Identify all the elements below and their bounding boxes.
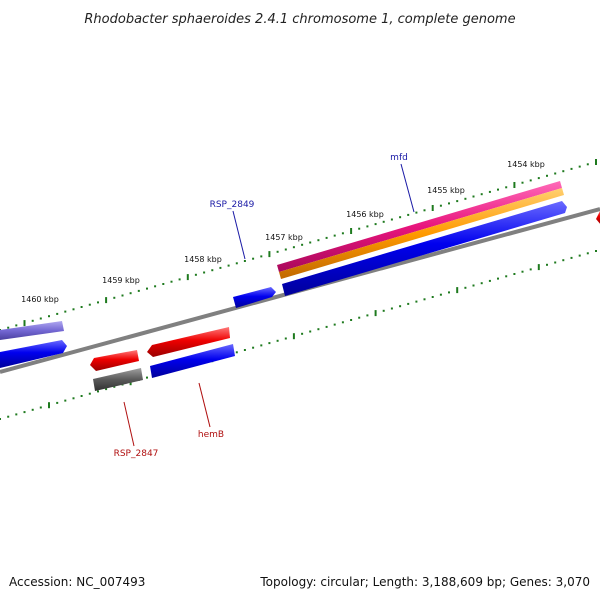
gene-label-rsp2847[interactable]: RSP_2847: [114, 449, 159, 459]
rsp2849-leader-line: [232, 210, 246, 260]
scale-label: 1455 kbp: [427, 186, 465, 195]
feature-gray-rsp2847[interactable]: [93, 368, 143, 391]
topology-text: Topology: circular; Length: 3,188,609 bp…: [260, 575, 590, 589]
gene-mfd-forward[interactable]: [282, 201, 567, 296]
inner-tick-row: [0, 250, 597, 420]
gene-reverse-right-edge[interactable]: [596, 209, 600, 225]
scale-label: 1454 kbp: [507, 160, 545, 169]
scale-label: 1460 kbp: [21, 295, 59, 304]
rsp2847-leader-line: [123, 401, 135, 447]
gene-forward-left[interactable]: [0, 340, 67, 368]
gene-label-hemb[interactable]: hemB: [198, 430, 224, 440]
feature-lavender-left[interactable]: [0, 321, 64, 340]
mfd-leader-line: [400, 163, 415, 213]
feature-orange-mfd[interactable]: [279, 188, 564, 279]
gene-rsp2849-forward[interactable]: [233, 287, 276, 308]
gene-hemb-region-reverse[interactable]: [147, 327, 230, 357]
scale-label: 1458 kbp: [184, 255, 222, 264]
gene-hemb-forward[interactable]: [150, 344, 235, 378]
feature-pink-mfd[interactable]: [277, 181, 562, 272]
gene-label-rsp2849[interactable]: RSP_2849: [210, 200, 255, 210]
outer-tick-row: [0, 159, 597, 331]
scale-label: 1459 kbp: [102, 276, 140, 285]
map-title: Rhodobacter sphaeroides 2.4.1 chromosome…: [84, 12, 515, 27]
scale-label: 1457 kbp: [265, 233, 303, 242]
hemb-leader-line: [198, 382, 211, 428]
accession-text: Accession: NC_007493: [9, 575, 146, 589]
gene-label-mfd[interactable]: mfd: [390, 153, 408, 163]
gene-rsp2847-reverse[interactable]: [90, 350, 139, 371]
scale-label: 1456 kbp: [346, 210, 384, 219]
